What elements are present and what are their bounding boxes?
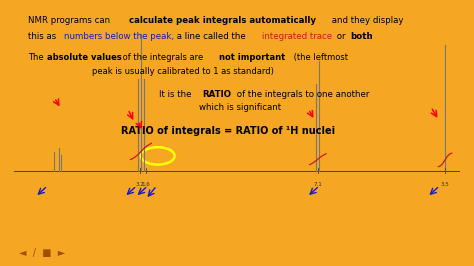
Text: RATIO of integrals = RATIO of ¹H nuclei: RATIO of integrals = RATIO of ¹H nuclei — [121, 126, 335, 136]
Text: and they display: and they display — [329, 16, 404, 25]
Text: or: or — [334, 32, 348, 41]
Text: 3.5: 3.5 — [440, 182, 449, 187]
Text: 1.6: 1.6 — [142, 182, 150, 187]
Text: 7.1: 7.1 — [313, 182, 322, 187]
Text: absolute values: absolute values — [47, 53, 121, 62]
Text: of the integrals to one another: of the integrals to one another — [234, 90, 369, 99]
Text: The: The — [27, 53, 46, 62]
Text: integrated trace: integrated trace — [262, 32, 332, 41]
Text: peak is usually calibrated to 1 as standard): peak is usually calibrated to 1 as stand… — [92, 67, 274, 76]
Text: It is the: It is the — [159, 90, 194, 99]
Text: RATIO: RATIO — [203, 90, 232, 99]
Text: NMR programs can: NMR programs can — [27, 16, 112, 25]
Text: 3.2: 3.2 — [136, 182, 144, 187]
Text: (the leftmost: (the leftmost — [292, 53, 348, 62]
Text: this as: this as — [27, 32, 59, 41]
Text: a line called the: a line called the — [174, 32, 248, 41]
Text: not important: not important — [219, 53, 285, 62]
Text: numbers below the peak,: numbers below the peak, — [64, 32, 174, 41]
Text: which is significant: which is significant — [199, 103, 281, 112]
Text: ◄  /  ■  ►: ◄ / ■ ► — [19, 248, 65, 258]
Text: calculate peak integrals automatically: calculate peak integrals automatically — [129, 16, 316, 25]
Text: of the integrals are: of the integrals are — [120, 53, 206, 62]
Text: .: . — [367, 32, 370, 41]
Text: both: both — [350, 32, 373, 41]
